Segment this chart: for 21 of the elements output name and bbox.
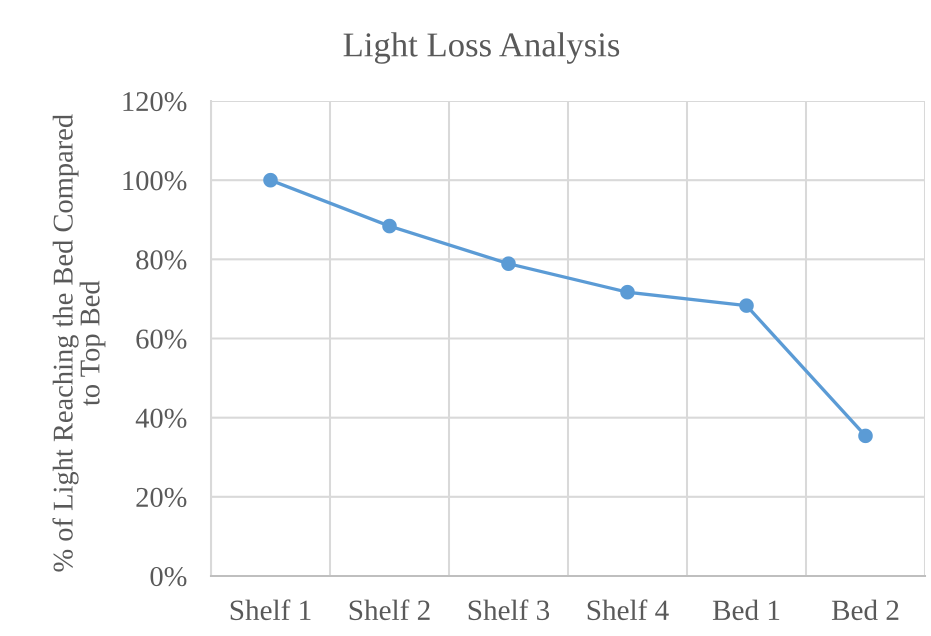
point	[739, 298, 754, 313]
y-tick-label: 20%	[136, 488, 186, 508]
x-tick-label: Shelf 2	[350, 599, 430, 620]
y-tick-label: 40%	[136, 408, 186, 428]
x-tick-label: Shelf 3	[468, 599, 550, 620]
x-tick-label: Bed 2	[832, 600, 898, 620]
point	[263, 172, 278, 188]
y-tick-label: 60%	[136, 329, 186, 349]
chart-title: Light Loss Analysis	[344, 32, 620, 64]
y-tick-label: 120%	[123, 92, 186, 112]
y-tick-label: 0%	[150, 566, 186, 586]
x-tick-label: Shelf 1	[230, 599, 310, 620]
y-tick-label: 100%	[123, 171, 186, 190]
point	[501, 256, 516, 271]
y-tick-label: 80%	[136, 250, 186, 270]
x-tick-label: Shelf 4	[588, 599, 669, 620]
point	[620, 284, 635, 300]
y-axis-title: % of Light Reaching the Bed Compared to Top Bed	[52, 114, 106, 572]
point	[858, 428, 873, 444]
point	[382, 218, 397, 234]
x-tick-label: Bed 1	[712, 600, 780, 620]
